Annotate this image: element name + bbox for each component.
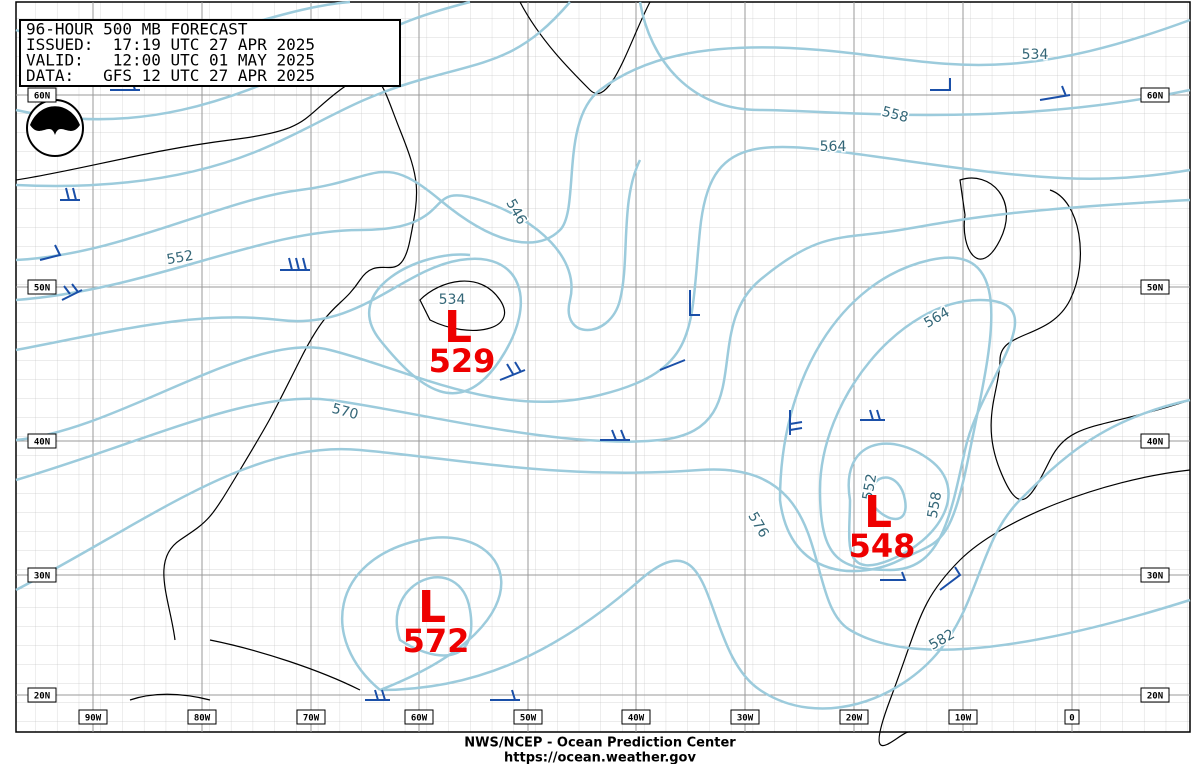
- label-box: [621, 709, 651, 725]
- contour-label: 564: [820, 139, 847, 155]
- latitude-label: 50N: [1147, 284, 1163, 294]
- noaa-logo: [26, 99, 84, 157]
- low-value: 529: [429, 342, 496, 380]
- latitude-label: 60N: [1147, 92, 1163, 102]
- label-box: [27, 87, 57, 103]
- label-box: [1140, 687, 1170, 703]
- header-box: [19, 19, 401, 87]
- label-box: [1140, 567, 1170, 583]
- label-box: [1140, 87, 1170, 103]
- longitude-label: 10W: [955, 714, 972, 724]
- label-box: [27, 279, 57, 295]
- contour-label: 552: [165, 248, 194, 268]
- low-symbol: L: [864, 487, 892, 538]
- label-box: [187, 709, 217, 725]
- header-line: DATA: GFS 12 UTC 27 APR 2025: [26, 66, 315, 85]
- label-box: [404, 709, 434, 725]
- latitude-label: 50N: [34, 284, 50, 294]
- low-value: 572: [403, 622, 470, 660]
- contour-label: 534: [439, 292, 466, 308]
- latitude-label: 40N: [34, 438, 50, 448]
- label-box: [27, 687, 57, 703]
- label-box: [730, 709, 760, 725]
- longitude-label: 60W: [411, 714, 428, 724]
- longitude-label: 80W: [194, 714, 211, 724]
- footer-agency: NWS/NCEP - Ocean Prediction Center: [464, 736, 736, 751]
- label-box: [839, 709, 869, 725]
- header-line: ISSUED: 17:19 UTC 27 APR 2025: [26, 35, 315, 54]
- contour-label: 552: [860, 472, 880, 501]
- longitude-label: 30W: [737, 714, 754, 724]
- label-box: [1140, 433, 1170, 449]
- label-box: [296, 709, 326, 725]
- header-line: VALID: 12:00 UTC 01 MAY 2025: [26, 51, 315, 70]
- longitude-label: 90W: [85, 714, 102, 724]
- low-symbol: L: [444, 302, 472, 353]
- low-symbol: L: [418, 582, 446, 633]
- latitude-label: 60N: [34, 92, 50, 102]
- latitude-label: 20N: [34, 692, 50, 702]
- label-box: [513, 709, 543, 725]
- contours: [15, 0, 1191, 710]
- label-box: [27, 567, 57, 583]
- longitude-label: 50W: [520, 714, 537, 724]
- longitude-label: 70W: [303, 714, 320, 724]
- label-box: [948, 709, 978, 725]
- header-line: 96-HOUR 500 MB FORECAST: [26, 20, 248, 39]
- label-box: [1064, 709, 1080, 725]
- label-box: [27, 433, 57, 449]
- longitude-label: 40W: [628, 714, 645, 724]
- label-box: [1140, 279, 1170, 295]
- footer-url: https://ocean.weather.gov: [504, 751, 696, 764]
- major-grid: [16, 2, 1190, 732]
- label-box: [78, 709, 108, 725]
- longitude-label: 20W: [846, 714, 863, 724]
- latitude-label: 30N: [34, 572, 50, 582]
- longitude-label: 0: [1069, 714, 1074, 724]
- latitude-label: 40N: [1147, 438, 1163, 448]
- low-value: 548: [849, 527, 916, 565]
- wind-barbs: [39, 78, 1071, 701]
- contour-label: 534: [1022, 47, 1049, 63]
- contour-label: 558: [925, 490, 945, 519]
- latitude-label: 30N: [1147, 572, 1163, 582]
- coastlines: [15, 1, 1191, 747]
- latitude-label: 20N: [1147, 692, 1163, 702]
